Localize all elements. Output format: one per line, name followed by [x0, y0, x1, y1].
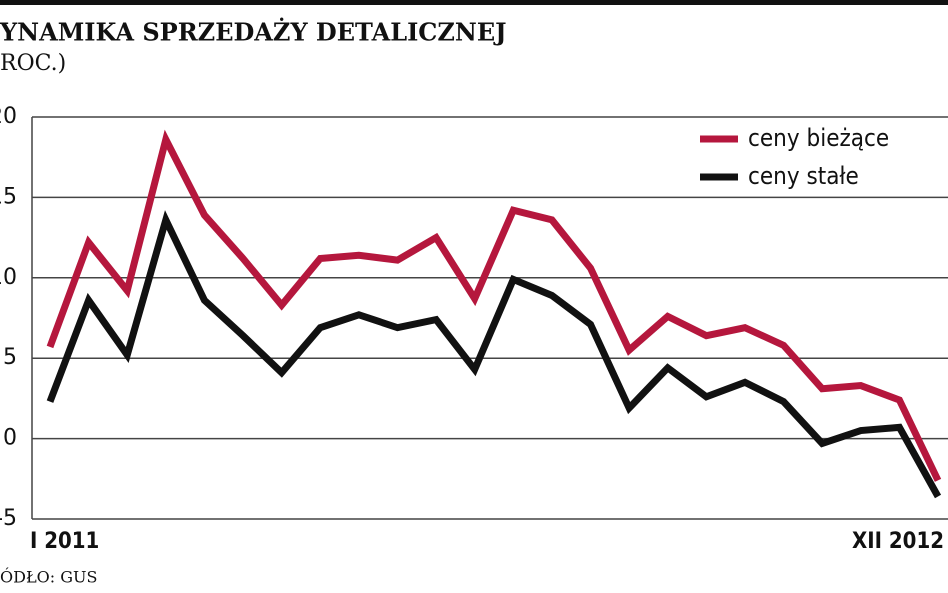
y-tick-label: -5 [0, 506, 17, 531]
series-line [46, 129, 942, 482]
legend-label: ceny stałe [748, 162, 859, 190]
y-tick-label: 0 [3, 426, 17, 451]
x-tick-label: I 2011 [30, 529, 99, 554]
chart-subtitle: ROC.) [0, 51, 66, 76]
y-tick-label: 20 [0, 104, 17, 129]
y-tick-label: 5 [3, 345, 17, 370]
chart-title: YNAMIKA SPRZEDAŻY DETALICZNEJ [0, 18, 507, 47]
y-tick-label: 10 [0, 265, 17, 290]
source: ÓDŁO: GUS [0, 567, 97, 587]
y-tick-label: 15 [0, 184, 17, 209]
legend-label: ceny bieżące [748, 124, 889, 152]
top-rule [0, 0, 948, 5]
series-line [46, 210, 942, 499]
x-tick-label: XII 2012 [852, 529, 944, 554]
